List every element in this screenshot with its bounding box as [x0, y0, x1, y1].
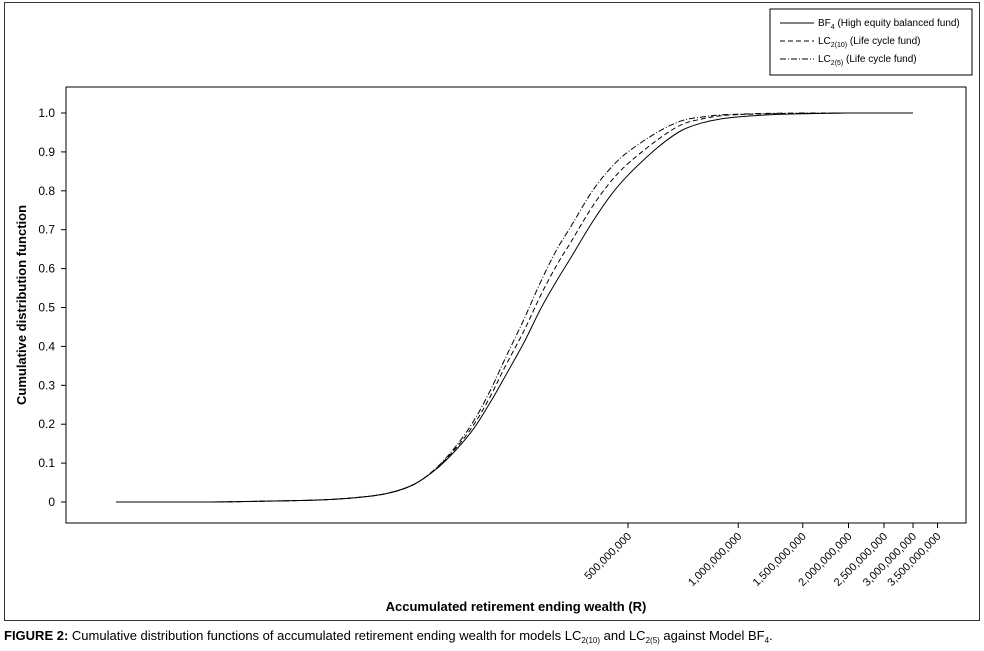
series-line-dashdot — [115, 112, 913, 503]
y-tick-label: 0.7 — [38, 223, 55, 237]
caption-sub-1: 2(10) — [581, 636, 601, 645]
x-tick-label: 1,000,000,000 — [686, 531, 744, 589]
figure-frame — [4, 2, 980, 621]
y-tick-label: 0.8 — [38, 184, 55, 198]
caption-text-4: . — [769, 628, 773, 643]
y-axis: 0 0.1 0.2 0.3 0.4 0.5 0.6 0.7 0.8 0.9 1.0 — [38, 106, 66, 509]
y-tick-label: 1.0 — [38, 106, 55, 120]
y-tick-label: 0 — [48, 495, 55, 509]
figure-caption: FIGURE 2: Cumulative distribution functi… — [4, 628, 773, 645]
y-tick-label: 0.4 — [38, 339, 55, 353]
caption-text-1: Cumulative distribution functions of acc… — [68, 628, 582, 643]
legend-entry-lc2-10: LC2(10) (Life cycle fund) — [818, 36, 921, 49]
y-tick-label: 0.6 — [38, 262, 55, 276]
series-layer — [115, 112, 914, 503]
y-tick-label: 0.3 — [38, 378, 55, 392]
y-tick-label: 0.1 — [38, 456, 55, 470]
series-line-dashed — [115, 112, 914, 503]
x-tick-label: 500,000,000 — [582, 531, 634, 583]
legend-box: BF4 (High equity balanced fund) LC2(10) … — [769, 8, 973, 76]
x-axis: 500,000,000 1,000,000,000 1,500,000,0002,0… — [582, 523, 944, 589]
y-tick-label: 0.2 — [38, 417, 55, 431]
x-axis-label: Accumulated retirement ending wealth (R) — [386, 599, 647, 614]
caption-label: FIGURE 2: — [4, 628, 69, 643]
legend-entry-bf4: BF4 (High equity balanced fund) — [818, 18, 960, 31]
caption-sub-3: 4 — [764, 636, 770, 645]
series-line-solid — [115, 112, 914, 503]
y-tick-label: 0.5 — [38, 301, 55, 315]
caption-text-3: against Model BF — [659, 628, 765, 643]
caption-text-2: and LC — [600, 628, 646, 643]
y-tick-label: 0.9 — [38, 145, 55, 159]
legend-entry-lc2-5: LC2(5) (Life cycle fund) — [818, 54, 917, 67]
caption-sub-2: 2(5) — [645, 636, 660, 645]
plot-area — [65, 86, 967, 524]
y-axis-label: Cumulative distribution function — [14, 205, 29, 405]
